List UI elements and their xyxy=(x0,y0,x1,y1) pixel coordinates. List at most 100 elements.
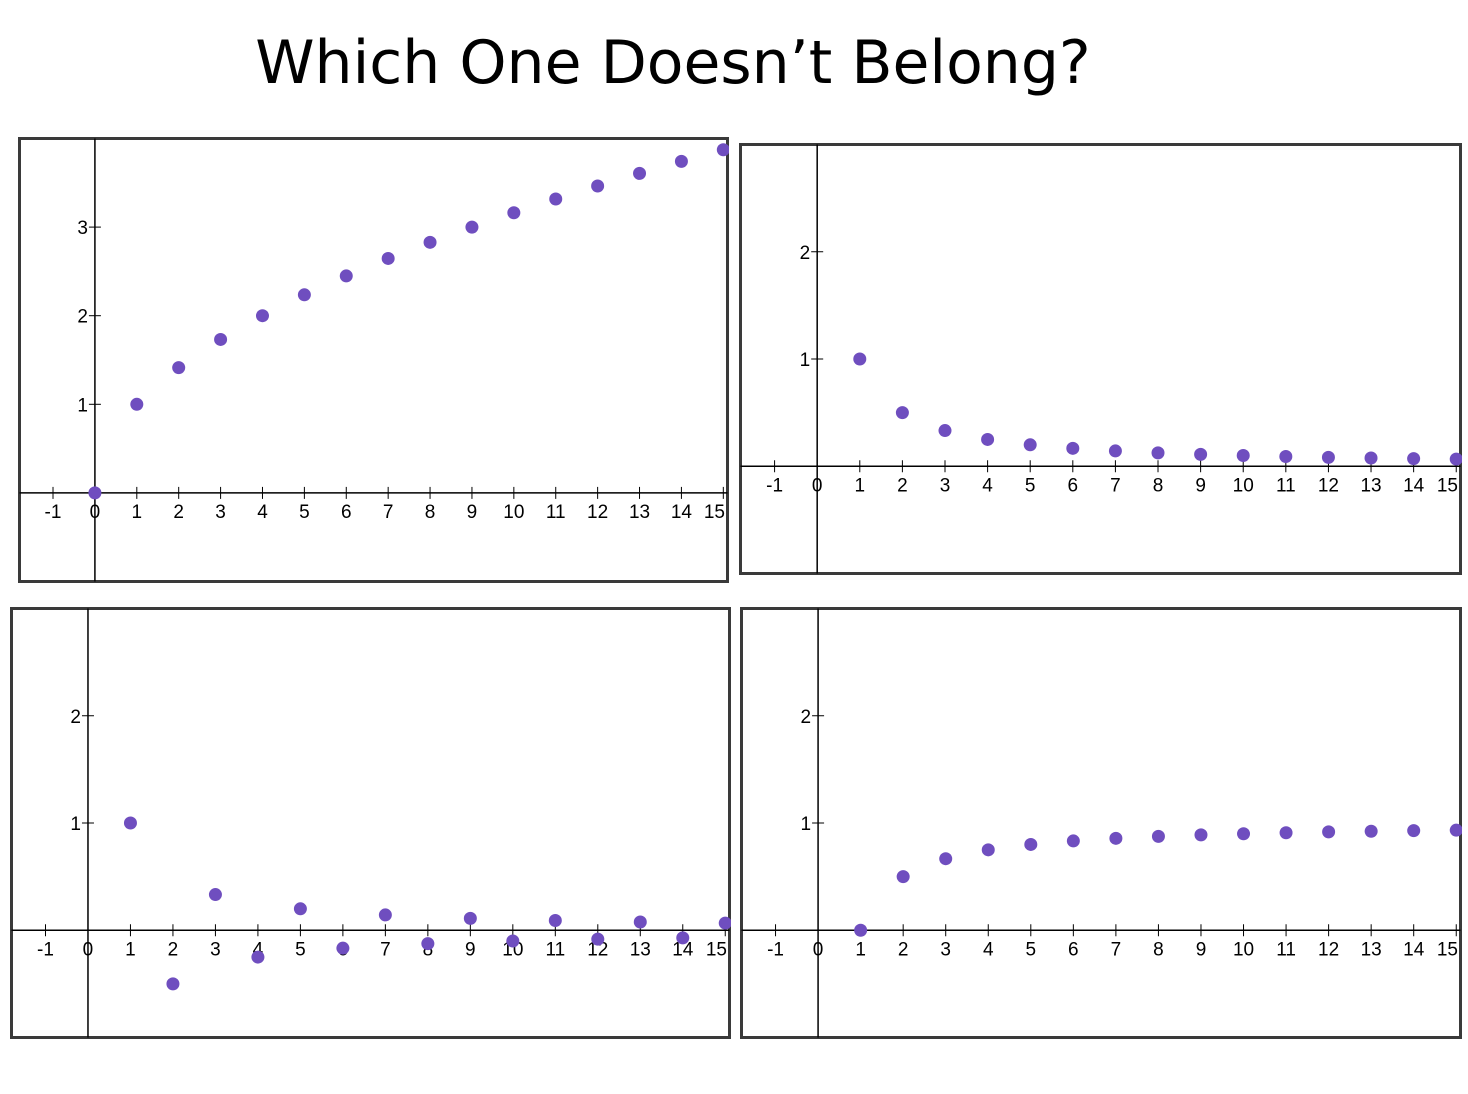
x-tick-label: 13 xyxy=(629,502,650,523)
x-tick-label: 9 xyxy=(1195,475,1206,496)
x-tick-label: 6 xyxy=(341,502,352,523)
x-tick-label: 15 xyxy=(1437,475,1458,496)
x-tick-label: 6 xyxy=(1068,939,1079,960)
data-point xyxy=(1194,447,1208,461)
data-point xyxy=(718,916,731,930)
data-point xyxy=(1109,831,1123,845)
data-point xyxy=(1024,837,1038,851)
slide-title: Which One Doesn’t Belong? xyxy=(255,28,1091,98)
x-tick-label: 15 xyxy=(706,939,727,960)
data-point xyxy=(1237,827,1251,841)
x-tick-label: 13 xyxy=(1361,939,1382,960)
x-tick-label: 8 xyxy=(1153,475,1164,496)
data-point xyxy=(1364,824,1378,838)
data-point xyxy=(130,397,144,411)
data-point xyxy=(1066,441,1080,455)
x-tick-label: 7 xyxy=(1111,939,1122,960)
y-tick-label: 1 xyxy=(801,814,812,835)
x-tick-label: -1 xyxy=(767,939,784,960)
data-point xyxy=(938,424,952,438)
data-point xyxy=(88,486,102,500)
x-tick-label: 7 xyxy=(380,939,391,960)
data-point xyxy=(674,154,688,168)
x-tick-label: -1 xyxy=(37,939,54,960)
data-point xyxy=(939,852,953,866)
x-tick-label: 12 xyxy=(1318,475,1339,496)
x-tick-label: 11 xyxy=(546,502,566,523)
y-tick-label: 3 xyxy=(77,218,88,239)
data-point xyxy=(506,934,520,948)
data-point xyxy=(548,913,562,927)
data-point xyxy=(214,332,228,346)
data-point xyxy=(1151,446,1165,460)
data-point xyxy=(633,166,647,180)
x-tick-label: 1 xyxy=(132,502,143,523)
data-point xyxy=(336,941,350,955)
data-point xyxy=(1407,824,1421,838)
data-point xyxy=(896,870,910,884)
x-tick-label: 3 xyxy=(215,502,226,523)
data-point xyxy=(293,902,307,916)
x-tick-label: 15 xyxy=(1437,939,1458,960)
data-point xyxy=(251,950,265,964)
x-tick-label: -1 xyxy=(766,475,783,496)
x-tick-label: 9 xyxy=(465,939,476,960)
data-point xyxy=(1236,449,1250,463)
x-tick-label: 5 xyxy=(1025,475,1036,496)
data-point xyxy=(716,143,729,157)
x-tick-label: 8 xyxy=(425,502,436,523)
x-tick-label: 2 xyxy=(173,502,184,523)
x-tick-label: 12 xyxy=(1318,939,1339,960)
data-point xyxy=(1449,823,1462,837)
data-point xyxy=(381,251,395,265)
x-tick-label: 12 xyxy=(587,502,608,523)
data-point xyxy=(507,206,521,220)
data-point xyxy=(1449,452,1462,466)
x-tick-label: 3 xyxy=(210,939,221,960)
data-point xyxy=(421,937,435,951)
data-point xyxy=(1364,451,1378,465)
x-tick-label: 5 xyxy=(295,939,306,960)
x-tick-label: 1 xyxy=(125,939,136,960)
x-tick-label: 9 xyxy=(1196,939,1207,960)
x-tick-label: 1 xyxy=(855,475,866,496)
data-point xyxy=(1151,829,1165,843)
data-point xyxy=(1108,444,1122,458)
x-tick-label: 13 xyxy=(630,939,651,960)
data-point xyxy=(123,816,137,830)
x-tick-label: 3 xyxy=(940,939,951,960)
data-point xyxy=(981,843,995,857)
data-point xyxy=(1279,826,1293,840)
x-tick-label: 1 xyxy=(855,939,866,960)
data-point xyxy=(591,179,605,193)
x-tick-label: 4 xyxy=(257,502,268,523)
data-point xyxy=(1194,828,1208,842)
x-tick-label: 2 xyxy=(897,475,908,496)
x-tick-label: 2 xyxy=(898,939,909,960)
data-point xyxy=(208,888,222,902)
x-tick-label: 10 xyxy=(1233,475,1254,496)
data-point xyxy=(1066,834,1080,848)
data-point xyxy=(172,361,186,375)
x-tick-label: 12 xyxy=(587,939,608,960)
x-tick-label: 13 xyxy=(1360,475,1381,496)
data-point xyxy=(423,235,437,249)
data-point xyxy=(549,192,563,206)
x-tick-label: 3 xyxy=(940,475,951,496)
x-tick-label: 11 xyxy=(1276,939,1296,960)
x-tick-label: -1 xyxy=(45,502,62,523)
data-point xyxy=(378,908,392,922)
y-tick-label: 2 xyxy=(800,243,811,264)
x-tick-label: 14 xyxy=(671,502,693,523)
data-point xyxy=(465,220,479,234)
data-point xyxy=(895,406,909,420)
x-tick-label: 5 xyxy=(1026,939,1037,960)
x-tick-label: 14 xyxy=(1403,939,1425,960)
panel-border xyxy=(740,607,1462,1039)
x-tick-label: 4 xyxy=(983,939,994,960)
x-tick-label: 4 xyxy=(253,939,264,960)
x-tick-label: 11 xyxy=(545,939,565,960)
